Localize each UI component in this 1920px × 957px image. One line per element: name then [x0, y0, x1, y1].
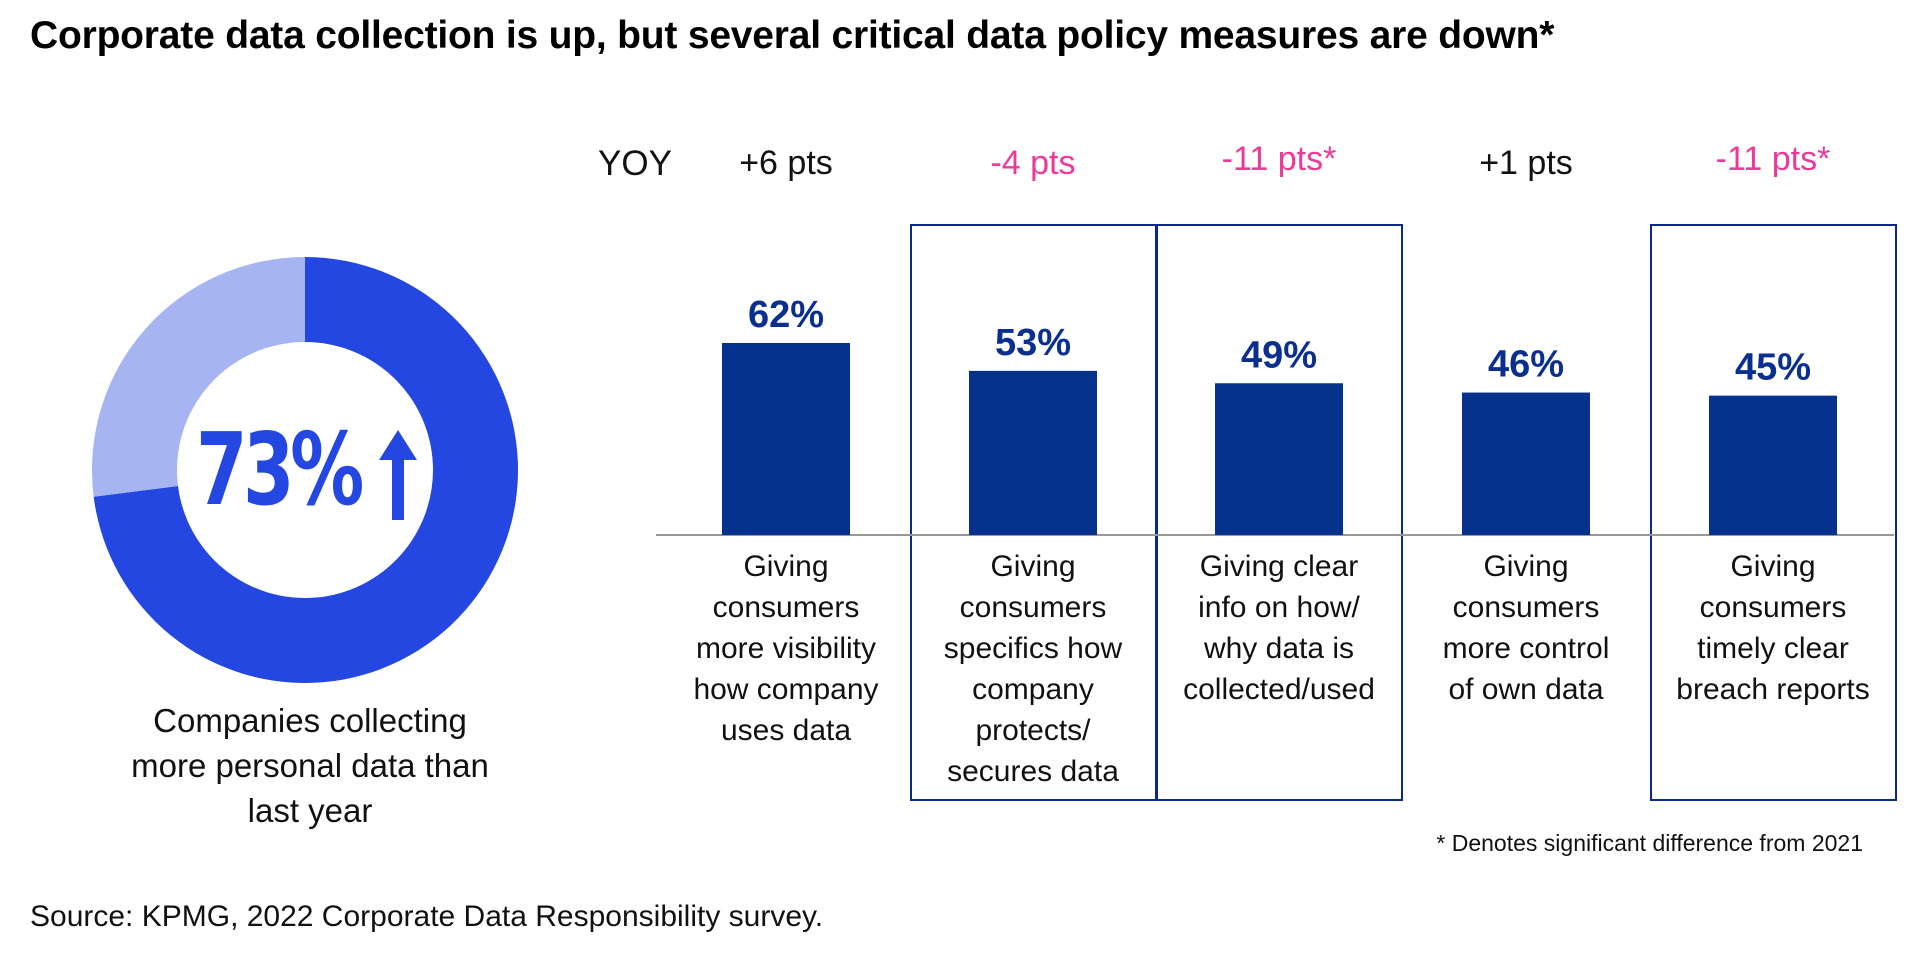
yoy-change-label: -11 pts*	[1221, 140, 1337, 178]
category-label-line: more control	[1442, 632, 1610, 665]
category-label-line: timely clear	[1697, 632, 1849, 665]
category-label-line: consumers	[712, 591, 860, 624]
category-label-line: protects/	[975, 714, 1091, 747]
donut-caption: Companies collecting more personal data …	[60, 698, 560, 833]
bar-value-label: 46%	[1488, 344, 1564, 386]
category-label-line: more visibility	[695, 632, 877, 665]
category-label-line: of own data	[1448, 673, 1604, 706]
donut-caption-line: Companies collecting	[153, 702, 467, 739]
donut-slice	[91, 257, 305, 497]
donut-value-text: 73%	[196, 411, 364, 528]
highlight-box	[1155, 224, 1403, 801]
bar	[1215, 383, 1343, 535]
category-label-line: secures data	[947, 755, 1119, 788]
footnote: * Denotes significant difference from 20…	[1436, 830, 1863, 856]
category-label-line: consumers	[1452, 591, 1600, 624]
category-label: Giving consumers more control of own data	[1406, 546, 1646, 710]
yoy-change-label: -11 pts*	[1715, 140, 1831, 178]
source-note: Source: KPMG, 2022 Corporate Data Respon…	[30, 900, 824, 933]
yoy-label: YOY	[598, 144, 672, 183]
bar	[1462, 392, 1590, 535]
donut-value: 73%	[196, 420, 366, 520]
category-label: Giving consumers timely clear breach report…	[1653, 546, 1893, 710]
up-arrow-icon	[379, 430, 417, 520]
category-label-line: Giving clear	[1199, 550, 1359, 583]
category-label: Giving consumers more visibility how compan…	[666, 546, 906, 751]
donut-caption-line: last year	[247, 792, 373, 829]
yoy-change-label: -4 pts	[990, 144, 1076, 182]
category-label-line: why data is	[1203, 632, 1355, 665]
bar-value-label: 45%	[1735, 347, 1811, 389]
donut-slice	[93, 257, 518, 683]
yoy-change-label: +1 pts	[1479, 144, 1573, 182]
donut-chart	[91, 257, 518, 683]
category-label-line: uses data	[720, 714, 852, 747]
category-label-line: how company	[693, 673, 879, 706]
category-label-line: Giving	[990, 550, 1076, 583]
chart-title: Corporate data collection is up, but sev…	[30, 14, 1555, 57]
bar-value-label: 62%	[748, 294, 824, 336]
category-label: Giving clear info on how/why data is colle…	[1159, 546, 1399, 710]
donut-caption-line: more personal data than	[131, 747, 489, 784]
highlight-box	[1649, 224, 1897, 801]
category-label-line: consumers	[959, 591, 1107, 624]
bar-value-label: 53%	[995, 322, 1071, 364]
category-label-line: Giving	[1730, 550, 1816, 583]
category-label-line: Giving	[1483, 550, 1569, 583]
category-label-line: info on how/	[1198, 591, 1360, 624]
category-label-line: collected/used	[1183, 673, 1375, 706]
bar	[969, 370, 1097, 535]
category-label-line: breach reports	[1676, 673, 1870, 706]
category-label: Giving consumers specifics how company prote…	[913, 546, 1153, 792]
category-label-line: company	[972, 673, 1094, 706]
bar	[722, 343, 850, 535]
yoy-change-label: +6 pts	[739, 144, 833, 182]
category-label-line: specifics how	[943, 632, 1123, 665]
category-label-line: consumers	[1699, 591, 1847, 624]
bar	[1709, 395, 1837, 535]
bar-value-label: 49%	[1241, 334, 1317, 376]
category-label-line: Giving	[743, 550, 829, 583]
